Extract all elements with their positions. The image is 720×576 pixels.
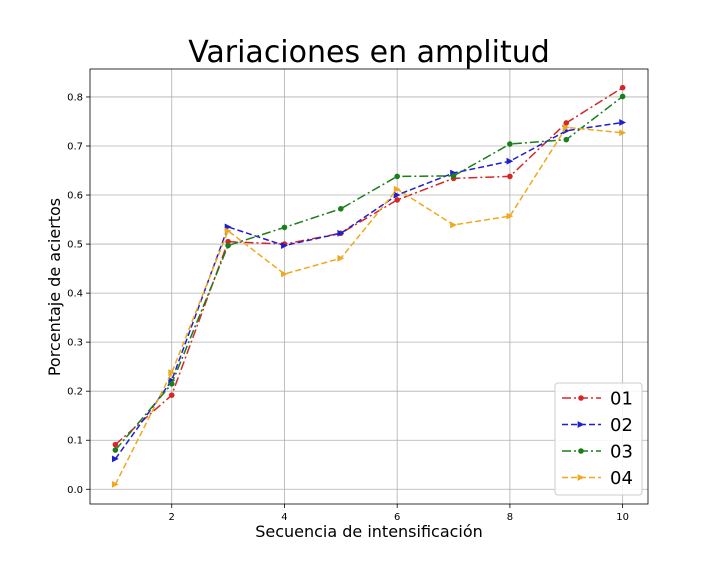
legend-label: 04 <box>610 468 633 489</box>
y-tick-label: 0.7 <box>67 141 83 152</box>
series-line <box>114 126 623 485</box>
data-point <box>337 254 345 262</box>
legend-item-02: 02 <box>562 415 633 436</box>
legend-box <box>554 382 643 496</box>
y-tick-label: 0.0 <box>67 485 83 496</box>
data-point <box>168 392 175 398</box>
series-line <box>114 87 624 446</box>
y-tick-label: 0.4 <box>67 289 83 300</box>
x-tick-label: 6 <box>394 512 400 523</box>
data-point <box>619 119 627 126</box>
data-point <box>619 93 626 100</box>
data-point <box>450 173 457 179</box>
y-tick-label: 0.6 <box>67 191 83 202</box>
data-point <box>562 123 570 131</box>
y-tick-label: 0.3 <box>67 338 83 349</box>
data-point <box>393 191 401 199</box>
data-point <box>563 120 570 126</box>
x-axis-ticks: 2 4 6 8 10 <box>169 504 629 523</box>
series-02 <box>111 119 627 463</box>
x-tick-label: 8 <box>507 512 513 523</box>
plot-frame <box>89 68 649 505</box>
data-point <box>281 270 288 278</box>
data-point <box>507 173 513 180</box>
data-point <box>112 447 119 453</box>
data-point <box>563 136 570 143</box>
x-axis-label: Secuencia de intensificación <box>255 522 483 541</box>
data-point <box>224 227 232 235</box>
data-point <box>281 224 288 231</box>
series-03 <box>112 93 626 453</box>
legend: 01 02 03 04 <box>554 382 643 496</box>
data-point <box>450 221 457 229</box>
data-point <box>112 441 119 448</box>
data-point <box>337 229 345 237</box>
legend-label: 02 <box>610 415 633 436</box>
data-point <box>225 242 231 249</box>
data-point <box>393 185 401 193</box>
y-tick-label: 0.8 <box>67 92 83 103</box>
series-01 <box>112 84 626 448</box>
data-point <box>225 238 231 245</box>
data-point <box>281 242 288 249</box>
data-point <box>619 84 626 91</box>
y-tick-label: 0.5 <box>67 240 83 251</box>
chart-title: Variaciones en amplitud <box>188 35 550 70</box>
legend-item-03: 03 <box>562 442 633 463</box>
series-line <box>114 121 623 460</box>
y-axis-ticks: 0.0 0.1 0.2 0.3 0.4 0.5 0.6 0.7 0.8 <box>67 92 90 496</box>
data-point <box>507 141 513 147</box>
data-point <box>506 157 514 165</box>
legend-marker <box>577 421 585 428</box>
series-group <box>111 84 627 488</box>
data-point <box>506 212 514 220</box>
y-tick-label: 0.2 <box>67 387 83 398</box>
legend-item-04: 04 <box>562 468 633 489</box>
y-axis-label: Porcentaje de aciertos <box>45 198 64 376</box>
data-point <box>338 205 344 212</box>
legend-label: 01 <box>610 389 633 410</box>
x-tick-label: 10 <box>616 512 629 523</box>
data-point <box>619 129 627 137</box>
data-point <box>168 381 175 387</box>
data-point <box>111 480 119 488</box>
legend-item-01: 01 <box>562 389 633 410</box>
data-point <box>394 173 400 180</box>
legend-marker <box>578 448 584 454</box>
x-tick-label: 4 <box>281 512 287 523</box>
data-point <box>168 369 176 376</box>
series-04 <box>111 123 627 488</box>
x-tick-label: 2 <box>169 512 175 523</box>
legend-marker <box>577 474 585 481</box>
legend-label: 03 <box>610 442 633 463</box>
series-line <box>114 95 624 451</box>
legend-marker <box>578 395 584 401</box>
y-tick-label: 0.1 <box>67 436 83 447</box>
data-point <box>111 455 119 463</box>
data-point <box>394 197 400 203</box>
